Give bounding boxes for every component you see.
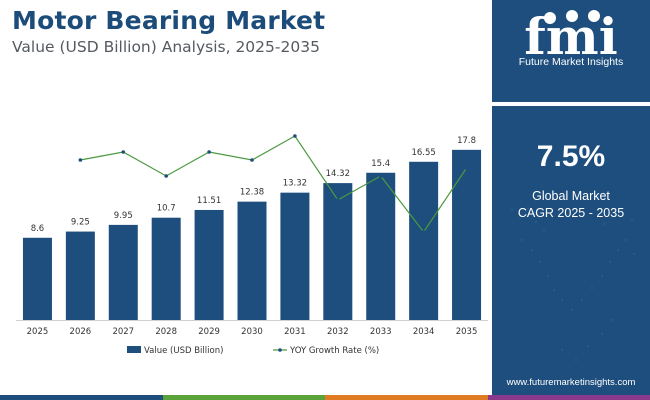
legend-marker-growth (278, 348, 282, 352)
growth-point-2026 (78, 158, 83, 162)
data-label-2028: 10.7 (157, 204, 176, 214)
bar-2027 (108, 224, 138, 320)
fmi-logo-icon: fmi (524, 7, 617, 66)
data-label-2034: 16.55 (411, 148, 435, 158)
strip-segment-1 (0, 395, 163, 400)
chart-header: Motor Bearing Market Value (USD Billion)… (12, 6, 482, 56)
bar-2025 (22, 237, 52, 320)
bar-2026 (65, 231, 95, 320)
growth-point-2035 (464, 166, 469, 170)
strip-segment-4 (487, 395, 650, 400)
website-link[interactable]: www.futuremarketinsights.com (506, 377, 636, 388)
growth-point-2031 (293, 134, 297, 138)
bar-line-chart: 8.6 2025 9.25 2026 9.95 2027 10.7 2028 11.51 2029… (16, 134, 488, 356)
x-tick-2033: 2033 (370, 327, 392, 337)
x-tick-2035: 2035 (456, 327, 478, 337)
bar-2029 (194, 209, 224, 320)
x-tick-2025: 2025 (27, 327, 49, 337)
data-label-2026: 9.25 (71, 218, 90, 228)
cagr-label: Global Market CAGR 2025 - 2035 (492, 188, 650, 222)
growth-point-2033 (378, 174, 383, 178)
world-map-icon (510, 206, 636, 362)
growth-point-2027 (121, 150, 126, 154)
cagr-label-line1: Global Market (532, 189, 610, 203)
data-label-2035: 17.8 (457, 136, 476, 146)
strip-segment-3 (325, 395, 488, 400)
bar-2032 (323, 183, 353, 320)
data-label-2033: 15.4 (371, 159, 390, 169)
growth-point-2029 (207, 150, 211, 154)
legend-label-growth: YOY Growth Rate (%) (289, 346, 379, 356)
chart-area: 8.6 2025 9.25 2026 9.95 2027 10.7 2028 11.51 2029… (16, 134, 488, 356)
logo-text: Future Market Insights (518, 56, 624, 68)
growth-line (80, 135, 468, 234)
chart-subtitle: Value (USD Billion) Analysis, 2025-2035 (12, 38, 320, 56)
strip-segment-2 (162, 395, 325, 400)
bottom-color-strip (0, 395, 650, 400)
data-label-2030: 12.38 (240, 188, 264, 198)
x-tick-2026: 2026 (70, 327, 92, 337)
growth-point-2034 (421, 230, 426, 234)
bar-2035 (452, 149, 482, 320)
growth-point-2028 (164, 174, 168, 178)
legend-swatch-value (127, 346, 141, 353)
x-tick-2032: 2032 (327, 327, 349, 337)
sidebar-divider (492, 102, 650, 106)
chart-title: Motor Bearing Market (12, 6, 326, 35)
x-tick-2029: 2029 (198, 327, 220, 337)
bar-2033 (366, 172, 396, 320)
data-label-2027: 9.95 (114, 211, 133, 221)
bar-2031 (280, 192, 310, 320)
cagr-value: 7.5% (536, 140, 606, 173)
x-tick-2031: 2031 (284, 327, 306, 337)
data-label-2032: 14.32 (326, 169, 350, 179)
bar-2030 (237, 201, 267, 320)
legend-label-value: Value (USD Billion) (144, 346, 223, 356)
x-tick-2028: 2028 (155, 327, 177, 337)
growth-point-2032 (336, 198, 340, 202)
data-label-2031: 13.32 (283, 179, 307, 189)
data-label-2025: 8.6 (31, 224, 45, 234)
cagr-label-line2: CAGR 2025 - 2035 (517, 206, 625, 220)
x-tick-2034: 2034 (413, 327, 435, 337)
data-label-2029: 11.51 (197, 196, 221, 206)
bar-2034 (409, 161, 439, 320)
x-tick-2027: 2027 (112, 327, 134, 337)
sidebar-panel: fmi Future Market Insights 7.5% Global M… (492, 0, 650, 400)
bar-2028 (151, 217, 181, 320)
x-tick-2030: 2030 (241, 327, 263, 337)
growth-point-2030 (250, 158, 254, 162)
